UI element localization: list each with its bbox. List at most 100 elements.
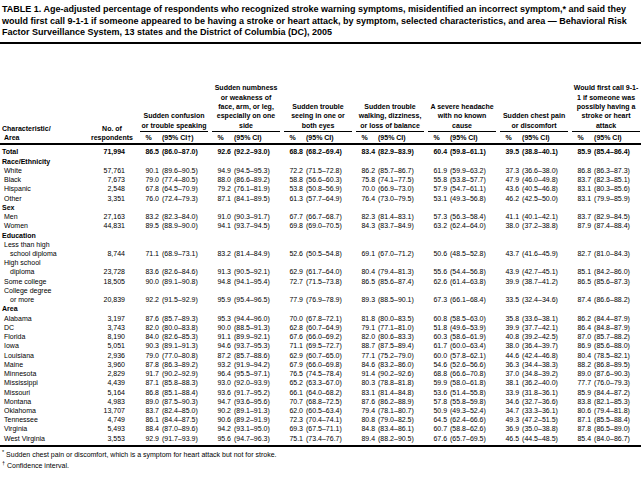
percent-value: 69.3 <box>282 424 303 433</box>
percent-value: 34.7 <box>498 406 519 415</box>
row-label: Oklahoma <box>0 406 86 415</box>
percent-value: 68.8 <box>426 369 447 378</box>
percent-value: 60.4 <box>426 144 447 156</box>
percent-value: 85.9 <box>570 388 591 397</box>
ci-value: (60.7–65.0) <box>303 351 354 360</box>
ci-value: (81.4–84.8) <box>375 388 426 397</box>
ci-value: (82.6–85.3) <box>159 332 210 341</box>
percent-value: 61.9 <box>426 166 447 175</box>
ci-value: (35.0–38.8) <box>519 424 570 433</box>
ci-value: (87.0–89.6) <box>159 424 210 433</box>
row-label: Men <box>0 212 86 221</box>
percent-value: 38.1 <box>498 378 519 387</box>
ci-value: (91.7–95.2) <box>231 388 282 397</box>
ci-value: (81.0–84.3) <box>591 240 641 258</box>
respondents-value: 18,505 <box>86 277 138 286</box>
data-table: Characteristic/ AreaNo. of respondentsSu… <box>0 42 641 447</box>
ci-value: (65.7–69.5) <box>447 434 498 446</box>
percent-value: 79.2 <box>210 184 231 193</box>
ci-value: (93.7–95.3) <box>231 341 282 350</box>
percent-value: 62.6 <box>426 277 447 286</box>
ci-value: (86.3–89.2) <box>159 360 210 369</box>
ci-value: (47.2–51.5) <box>519 415 570 424</box>
ci-value: (85.7–86.7) <box>375 166 426 175</box>
percent-value: 43.6 <box>498 184 519 193</box>
ci-value: (42.5–50.0) <box>519 194 570 203</box>
ci-value: (81.4–83.1) <box>375 212 426 221</box>
respondents-value: 57,761 <box>86 166 138 175</box>
ci-value: (62.4–66.6) <box>447 415 498 424</box>
percent-value: 76.0 <box>138 194 159 203</box>
ci-value: (54.7–61.1) <box>447 184 498 193</box>
percent-value: 79.4 <box>354 406 375 415</box>
percent-value: 94.6 <box>210 341 231 350</box>
ci-value: (87.4–88.4) <box>591 221 641 230</box>
ci-value: (53.8–57.7) <box>447 175 498 184</box>
percent-value: 89.0 <box>138 397 159 406</box>
percent-value: 62.0 <box>282 406 303 415</box>
percent-value: 91.3 <box>210 258 231 276</box>
ci-value: (84.8–87.9) <box>591 323 641 332</box>
ci-value: (86.5–89.0) <box>591 424 641 433</box>
percent-value: 83.4 <box>354 144 375 156</box>
percent-value: 60.8 <box>426 314 447 323</box>
section-row: Race/Ethnicity <box>0 157 641 166</box>
percent-value: 87.6 <box>354 397 375 406</box>
col-header-percent-2: % <box>282 132 303 144</box>
ci-value: (90.2–92.9) <box>159 369 210 378</box>
section-label: Sex <box>0 203 641 212</box>
ci-value: (73.4–76.7) <box>303 434 354 446</box>
ci-value: (58.6–61.9) <box>447 332 498 341</box>
percent-value: 88.7 <box>354 341 375 350</box>
row-label: Minnesota <box>0 369 86 378</box>
table-row: Black7,67379.0(77.4–80.5)88.0(86.6–89.2)… <box>0 175 641 184</box>
col-group-header-5: Sudden chest pain or discomfort <box>498 43 570 132</box>
percent-value: 39.9 <box>498 277 519 286</box>
ci-value: (76.9–78.9) <box>303 286 354 304</box>
respondents-value: 3,553 <box>86 434 138 446</box>
percent-value: 79.0 <box>138 175 159 184</box>
ci-value: (44.5–48.5) <box>519 434 570 446</box>
ci-value: (64.0–68.2) <box>303 388 354 397</box>
respondents-value: 8,190 <box>86 332 138 341</box>
ci-value: (80.0–83.5) <box>375 314 426 323</box>
percent-value: 85.4 <box>570 434 591 446</box>
percent-value: 44.6 <box>498 351 519 360</box>
percent-value: 59.9 <box>426 378 447 387</box>
percent-value: 83.6 <box>138 258 159 276</box>
col-group-label: Would first call 9-1-1 if someone was po… <box>572 83 640 132</box>
percent-value: 70.0 <box>282 314 303 323</box>
table-row: Montana4,98389.0(87.5–90.3)94.7(93.6–95.… <box>0 397 641 406</box>
ci-value: (92.2–93.0) <box>231 144 282 156</box>
col-header-percent-3: % <box>354 132 375 144</box>
ci-value: (50.8–56.9) <box>303 184 354 193</box>
ci-value: (90.5–92.1) <box>231 258 282 276</box>
row-label: Tennessee <box>0 415 86 424</box>
percent-value: 86.4 <box>570 323 591 332</box>
percent-value: 67.7 <box>282 212 303 221</box>
ci-value: (82.3–85.1) <box>591 175 641 184</box>
ci-value: (66.1–68.4) <box>447 286 498 304</box>
ci-value: (59.9–63.2) <box>447 166 498 175</box>
ci-value: (71.5–73.8) <box>303 277 354 286</box>
ci-value: (89.2–91.9) <box>231 415 282 424</box>
percent-value: 37.0 <box>498 369 519 378</box>
ci-value: (33.3–36.1) <box>519 406 570 415</box>
ci-value: (86.6–89.2) <box>231 175 282 184</box>
ci-value: (85.7–89.3) <box>159 314 210 323</box>
percent-value: 91.1 <box>210 332 231 341</box>
ci-value: (85.6–87.3) <box>591 277 641 286</box>
ci-value: (74.5–78.4) <box>303 369 354 378</box>
table-row: Louisiana2,93679.0(77.0–80.8)87.2(85.7–8… <box>0 351 641 360</box>
ci-value: (84.4–87.9) <box>591 314 641 323</box>
ci-value: (80.3–85.6) <box>591 184 641 193</box>
percent-value: 47.9 <box>498 175 519 184</box>
percent-value: 95.6 <box>210 434 231 446</box>
percent-value: 50.9 <box>426 406 447 415</box>
ci-value: (85.7–88.2) <box>591 332 641 341</box>
table-row: Missouri5,16486.8(85.1–88.4)93.6(91.7–95… <box>0 388 641 397</box>
ci-value: (46.0–49.8) <box>519 175 570 184</box>
ci-value: (50.5–54.8) <box>303 240 354 258</box>
percent-value: 62.9 <box>282 258 303 276</box>
ci-value: (37.7–42.1) <box>519 323 570 332</box>
